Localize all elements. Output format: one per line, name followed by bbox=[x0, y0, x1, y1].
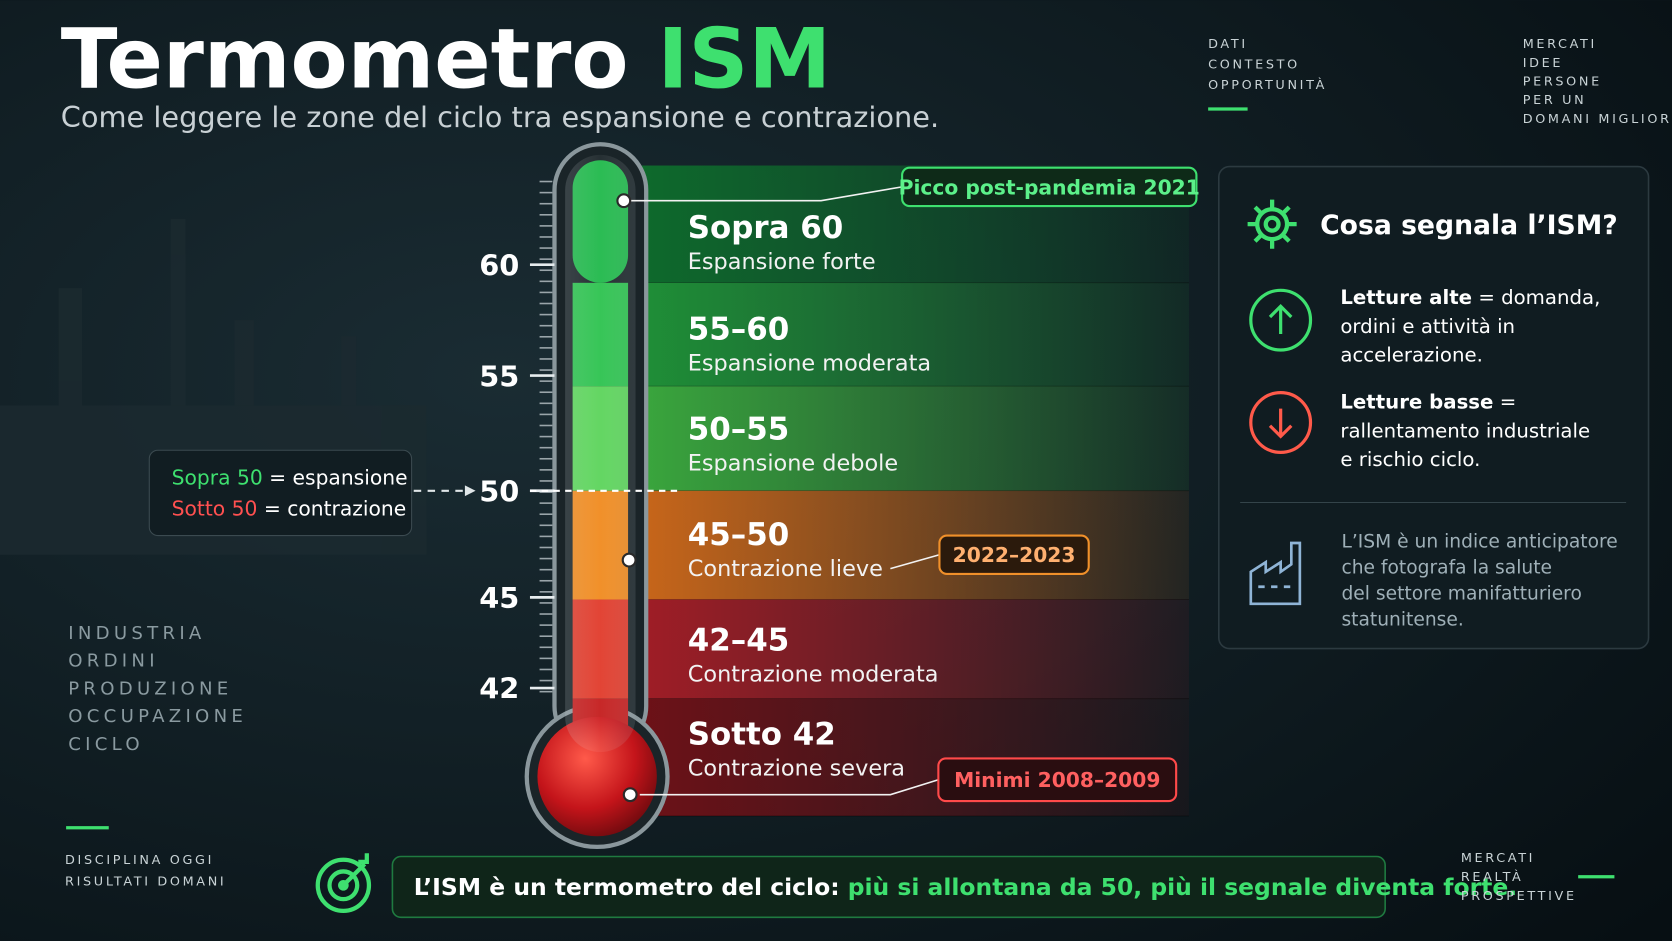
side-word: INDUSTRIA bbox=[68, 623, 205, 644]
scale-label: 42 bbox=[479, 672, 519, 706]
legend-key: Sotto 50 bbox=[172, 496, 258, 520]
subtitle: Come leggere le zone del ciclo tra espan… bbox=[61, 100, 939, 134]
top-tag: IDEE bbox=[1523, 56, 1563, 71]
footer-lead: L’ISM è un termometro del ciclo: bbox=[414, 873, 840, 901]
down-icon bbox=[1249, 391, 1313, 454]
thermometer: 60 55 50 45 42 Picco post-pandemia 2021 2022–2… bbox=[479, 142, 1200, 850]
panel-item-line: rallentamento industriale bbox=[1340, 419, 1590, 442]
zone-range: 50–55 bbox=[688, 412, 789, 448]
zone-label: Contrazione lieve bbox=[688, 556, 883, 582]
bottom-tag: PROSPETTIVE bbox=[1461, 889, 1577, 904]
panel-item-text: = bbox=[1500, 391, 1517, 414]
zone-band bbox=[639, 282, 1189, 387]
legend-box bbox=[148, 449, 413, 537]
zone-label: Espansione debole bbox=[688, 451, 898, 477]
footer-text: L’ISM è un termometro del ciclo: più si … bbox=[414, 873, 1517, 901]
callout-box bbox=[937, 757, 1178, 803]
title-main: Termometro bbox=[61, 11, 629, 108]
footer-highlight: più si allontana da 50, più il segnale d… bbox=[848, 873, 1517, 901]
panel-item-bold: Letture alte bbox=[1340, 286, 1472, 309]
panel-title: Cosa segnala l’ISM? bbox=[1320, 210, 1618, 241]
callout-dot bbox=[616, 193, 632, 209]
bulb bbox=[537, 716, 657, 837]
scale-label: 50 bbox=[479, 474, 519, 508]
zone-range: Sotto 42 bbox=[688, 717, 836, 753]
zone-range: 45–50 bbox=[688, 517, 789, 553]
panel-note: L’ISM è un indice anticipatore bbox=[1341, 531, 1617, 552]
callout-box bbox=[938, 534, 1090, 575]
bottom-tag: MERCATI bbox=[1461, 851, 1535, 866]
zone-range: Sopra 60 bbox=[688, 210, 843, 246]
bottom-tag: RISULTATI DOMANI bbox=[65, 874, 226, 889]
zone-label: Espansione moderata bbox=[688, 350, 931, 376]
top-tag: MERCATI bbox=[1523, 37, 1597, 52]
scale-label: 55 bbox=[479, 359, 519, 393]
factory-icon bbox=[1249, 541, 1302, 606]
zone-label: Contrazione severa bbox=[688, 755, 905, 781]
callout-dot bbox=[622, 787, 638, 803]
top-tag: CONTESTO bbox=[1208, 57, 1300, 72]
zone-range: 42–45 bbox=[688, 623, 789, 659]
panel-item-text: = domanda, bbox=[1478, 286, 1600, 309]
zone-band bbox=[639, 386, 1189, 491]
top-tag: DOMANI MIGLIORE bbox=[1523, 112, 1672, 127]
tube-shine bbox=[565, 154, 636, 753]
legend-text: = espansione bbox=[269, 465, 407, 489]
arrow-head bbox=[464, 485, 476, 497]
legend-below: Sotto 50 = contrazione bbox=[172, 496, 407, 520]
side-word: OCCUPAZIONE bbox=[68, 706, 247, 727]
legend-key: Sopra 50 bbox=[172, 465, 263, 489]
panel-item-line: Letture basse = bbox=[1340, 391, 1516, 414]
zone-band bbox=[639, 490, 1189, 600]
title: Termometro ISM bbox=[61, 11, 831, 108]
legend-text: = contrazione bbox=[264, 496, 406, 520]
panel-item-line: Letture alte = domanda, bbox=[1340, 286, 1600, 309]
zone-label: Contrazione moderata bbox=[688, 662, 939, 688]
side-word: CICLO bbox=[68, 734, 144, 755]
legend-above: Sopra 50 = espansione bbox=[172, 465, 408, 489]
callout-dot bbox=[621, 552, 637, 568]
zone-label: Espansione forte bbox=[688, 249, 876, 275]
title-highlight: ISM bbox=[658, 11, 832, 108]
top-tag: OPPORTUNITÀ bbox=[1208, 77, 1327, 93]
callout-text: Minimi 2008–2009 bbox=[954, 768, 1160, 792]
bottom-tag: DISCIPLINA OGGI bbox=[65, 853, 214, 868]
panel-item-line: ordini e attività in bbox=[1340, 315, 1515, 338]
callout-text: Picco post-pandemia 2021 bbox=[899, 175, 1200, 199]
callout-text: 2022–2023 bbox=[953, 543, 1076, 567]
target-icon bbox=[315, 853, 372, 914]
top-tag: PER UN bbox=[1523, 93, 1587, 108]
callout-box bbox=[901, 166, 1198, 208]
zones: Sopra 60 Espansione forte 55–60 Espansione … bbox=[639, 165, 1189, 817]
panel-item-line: accelerazione. bbox=[1340, 344, 1483, 367]
info-panel bbox=[1218, 165, 1650, 650]
side-word: PRODUZIONE bbox=[68, 678, 232, 699]
up-icon bbox=[1249, 288, 1313, 352]
panel-item-bold: Letture basse bbox=[1340, 391, 1493, 414]
panel-note: che fotografa la salute bbox=[1341, 557, 1552, 578]
top-tag: PERSONE bbox=[1523, 75, 1602, 90]
panel-item-line: e rischio ciclo. bbox=[1340, 448, 1480, 471]
footer-box bbox=[391, 855, 1386, 919]
side-word: ORDINI bbox=[68, 651, 159, 672]
bottom-tag: REALTÀ bbox=[1461, 869, 1524, 885]
zone-range: 55–60 bbox=[688, 311, 789, 347]
callout-line bbox=[623, 186, 903, 202]
panel-note: del settore manifatturiero bbox=[1341, 584, 1581, 605]
top-tag: DATI bbox=[1208, 37, 1248, 52]
scale-label: 60 bbox=[479, 248, 519, 282]
callout-line bbox=[890, 553, 940, 570]
scale-label: 45 bbox=[479, 581, 519, 615]
zone-band bbox=[639, 599, 1189, 699]
gear-icon bbox=[1247, 199, 1297, 249]
panel-items: Letture alte = domanda, ordini e attività… bbox=[1340, 286, 1617, 630]
panel-note: statunitense. bbox=[1341, 610, 1463, 631]
callout-line bbox=[639, 778, 939, 796]
